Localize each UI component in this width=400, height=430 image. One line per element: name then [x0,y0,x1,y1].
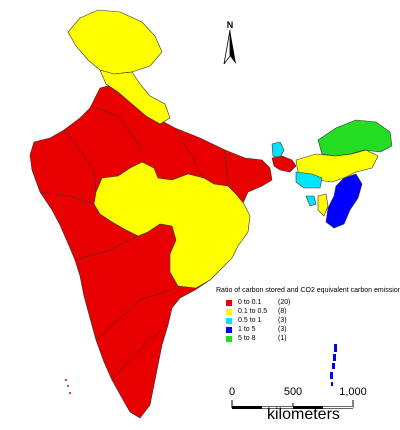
state-borders [39,107,229,381]
lakshadweep-islands [65,379,71,394]
region-yellow-tripura [317,193,329,217]
legend-item: 0.1 to 0.5 (8) [226,307,400,316]
scale-bar-graphic [231,400,354,409]
legend-item: 0.5 to 1 (3) [226,316,400,325]
scale-tick-500: 500 [283,386,303,398]
legend-range: 0 to 0.1 [238,299,262,306]
region-red-mainland [29,84,273,419]
region-red-bengal-north [271,155,297,173]
legend-swatch [226,308,232,315]
legend-item: 5 to 8 (1) [226,334,400,343]
scale-bar: 0 500 1,000 kilometers [225,386,367,426]
region-yellow-himachal [99,69,171,125]
legend-swatch [226,335,232,342]
legend-swatch [226,317,232,324]
legend-count: (1) [278,335,287,342]
legend-swatch [226,299,232,306]
region-cyan-meghalaya [295,171,323,189]
north-arrow-icon [223,29,236,65]
legend: Ratio of carbon stored and CO2 equivalen… [216,286,400,343]
legend-range: 0.1 to 0.5 [238,308,268,315]
legend-count: (20) [278,299,291,306]
scale-unit-label: kilometers [267,406,340,423]
north-arrow-label: N [226,20,234,30]
legend-title: Ratio of carbon stored and CO2 equivalen… [216,287,400,294]
scale-tick-1000: 1,000 [339,386,367,398]
region-green-arunachal [317,119,393,157]
legend-item: 0 to 0.1 (20) [226,298,400,307]
scale-tick-0: 0 [228,386,236,398]
region-cyan-sikkim [271,141,285,159]
legend-list: 0 to 0.1 (20) 0.1 to 0.5 (8) 0.5 to 1 (3… [226,298,400,343]
region-blue-northeast [325,173,363,229]
region-yellow-central [93,161,251,289]
andaman-islands [330,344,337,386]
legend-range: 0.5 to 1 [238,317,262,324]
legend-range: 1 to 5 [238,326,256,333]
region-yellow-kashmir [67,9,163,75]
legend-range: 5 to 8 [238,335,256,342]
legend-item: 1 to 5 (3) [226,325,400,334]
legend-count: (3) [278,317,287,324]
legend-swatch [226,326,232,333]
north-arrow: N [222,20,238,69]
legend-count: (3) [278,326,287,333]
region-cyan-small [305,195,317,207]
legend-count: (8) [278,308,287,315]
